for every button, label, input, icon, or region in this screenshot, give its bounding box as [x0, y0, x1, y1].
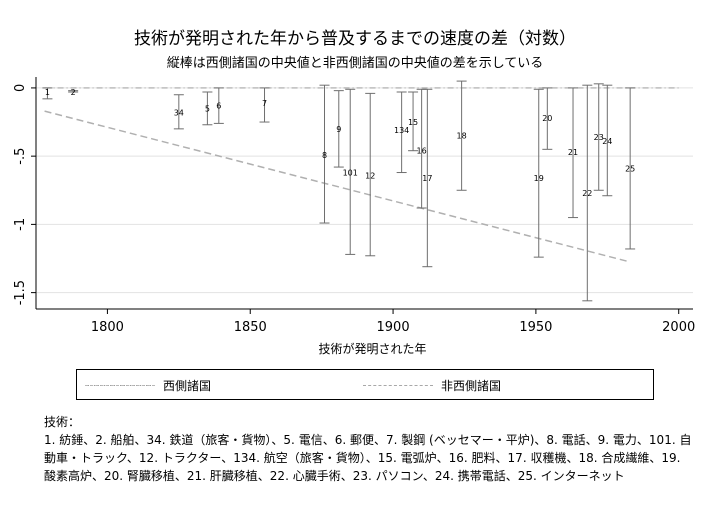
point-label: 8 — [322, 151, 327, 160]
point-label: 25 — [625, 164, 635, 173]
series-line-non-western — [44, 110, 628, 262]
point-label: 17 — [422, 174, 432, 183]
point-label: 5 — [205, 104, 210, 113]
y-tick-label: 0 — [13, 84, 28, 92]
legend-swatch-western — [85, 385, 155, 386]
point-label: 7 — [262, 99, 267, 108]
point-label: 22 — [582, 189, 592, 198]
point-label: 15 — [408, 118, 418, 127]
y-tick-label: -.5 — [13, 148, 28, 165]
y-tick-label: -1.5 — [13, 280, 28, 305]
x-tick-label: 2000 — [662, 320, 695, 335]
point-label: 21 — [568, 148, 578, 157]
point-label: 19 — [534, 174, 544, 183]
note-body: 1. 紡錘、2. 船舶、34. 鉄道（旅客・貨物）、5. 電信、6. 郵便、7.… — [44, 433, 692, 483]
point-label: 2 — [71, 88, 76, 97]
point-label: 16 — [417, 147, 427, 156]
technology-note: 技術： 1. 紡錘、2. 船舶、34. 鉄道（旅客・貨物）、5. 電信、6. 郵… — [44, 413, 694, 485]
point-label: 9 — [336, 125, 341, 134]
legend-label-western: 西側諸国 — [163, 379, 212, 393]
legend-label-non-western: 非西側諸国 — [441, 379, 502, 393]
chart-title: 技術が発明された年から普及するまでの速度の差（対数） — [134, 29, 576, 49]
x-tick-label: 1850 — [234, 320, 267, 335]
point-label: 24 — [602, 137, 612, 146]
x-tick-label: 1900 — [377, 320, 410, 335]
point-label: 23 — [594, 133, 604, 142]
chart-legend: 西側諸国 非西側諸国 — [76, 369, 654, 400]
legend-swatch-non-western — [363, 385, 433, 386]
point-label: 34 — [174, 108, 184, 117]
x-axis-title: 技術が発明された年 — [318, 341, 426, 356]
y-tick-label: -1 — [13, 218, 28, 231]
point-label: 1 — [45, 88, 50, 97]
point-label: 20 — [542, 114, 552, 123]
point-label: 6 — [216, 102, 221, 111]
point-label: 134 — [394, 126, 409, 135]
point-label: 12 — [365, 171, 375, 180]
x-tick-label: 1800 — [91, 320, 124, 335]
note-heading: 技術： — [44, 415, 81, 429]
point-label: 18 — [457, 132, 467, 141]
x-tick-label: 1950 — [519, 320, 552, 335]
chart-subtitle: 縦棒は西側諸国の中央値と非西側諸国の中央値の差を示している — [166, 56, 544, 71]
point-label: 101 — [343, 169, 358, 178]
